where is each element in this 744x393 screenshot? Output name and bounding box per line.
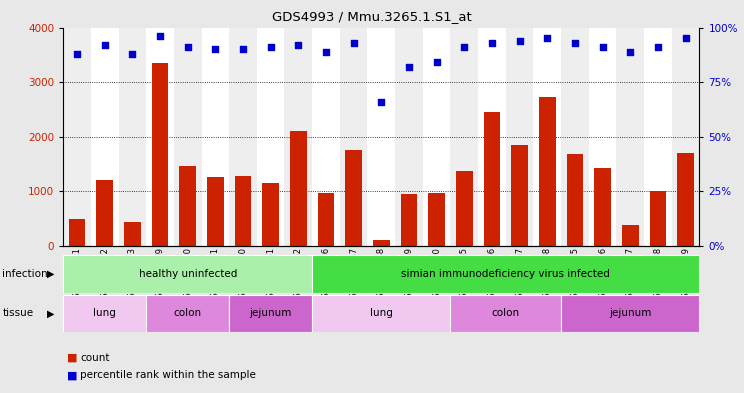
Point bbox=[71, 51, 83, 57]
Text: infection: infection bbox=[2, 269, 48, 279]
Point bbox=[126, 51, 138, 57]
Text: lung: lung bbox=[370, 309, 393, 318]
Bar bbox=[456, 171, 472, 246]
Text: percentile rank within the sample: percentile rank within the sample bbox=[80, 370, 256, 380]
Text: ▶: ▶ bbox=[47, 309, 54, 318]
Bar bbox=[401, 194, 417, 246]
Bar bbox=[616, 28, 644, 246]
Bar bbox=[478, 28, 506, 246]
Point bbox=[597, 44, 609, 50]
Bar bbox=[423, 28, 450, 246]
Bar bbox=[179, 166, 196, 246]
Bar bbox=[561, 295, 699, 332]
Point bbox=[624, 48, 636, 55]
Bar bbox=[118, 28, 147, 246]
Bar bbox=[672, 28, 699, 246]
Bar bbox=[63, 255, 312, 293]
Bar bbox=[152, 63, 168, 246]
Bar bbox=[207, 178, 224, 246]
Text: lung: lung bbox=[93, 309, 116, 318]
Bar bbox=[622, 225, 638, 246]
Bar bbox=[147, 295, 229, 332]
Point bbox=[542, 35, 554, 42]
Bar bbox=[63, 295, 147, 332]
Text: healthy uninfected: healthy uninfected bbox=[138, 269, 237, 279]
Bar bbox=[312, 295, 450, 332]
Point bbox=[320, 48, 332, 55]
Bar bbox=[174, 28, 202, 246]
Bar bbox=[68, 219, 86, 246]
Point bbox=[679, 35, 691, 42]
Bar bbox=[234, 176, 251, 246]
Text: simian immunodeficiency virus infected: simian immunodeficiency virus infected bbox=[401, 269, 610, 279]
Bar bbox=[484, 112, 500, 246]
Bar bbox=[539, 97, 556, 246]
Bar bbox=[450, 295, 561, 332]
Text: ■: ■ bbox=[67, 370, 77, 380]
Point bbox=[154, 33, 166, 39]
Bar bbox=[290, 131, 307, 246]
Point bbox=[431, 59, 443, 66]
Bar bbox=[561, 28, 589, 246]
Bar bbox=[91, 28, 118, 246]
Bar bbox=[63, 28, 91, 246]
Bar bbox=[511, 145, 528, 246]
Text: ■: ■ bbox=[67, 353, 77, 363]
Point bbox=[403, 64, 415, 70]
Text: count: count bbox=[80, 353, 110, 363]
Text: colon: colon bbox=[173, 309, 202, 318]
Text: colon: colon bbox=[492, 309, 520, 318]
Point bbox=[209, 46, 221, 52]
Bar bbox=[373, 240, 390, 246]
Point bbox=[486, 40, 498, 46]
Bar bbox=[312, 255, 699, 293]
Bar bbox=[263, 183, 279, 246]
Point bbox=[513, 37, 525, 44]
Point bbox=[265, 44, 277, 50]
Bar bbox=[650, 191, 666, 246]
Bar bbox=[312, 28, 340, 246]
Bar bbox=[257, 28, 284, 246]
Bar bbox=[644, 28, 672, 246]
Point bbox=[237, 46, 249, 52]
Point bbox=[376, 99, 388, 105]
Bar bbox=[368, 28, 395, 246]
Point bbox=[652, 44, 664, 50]
Text: jejunum: jejunum bbox=[249, 309, 292, 318]
Bar bbox=[97, 180, 113, 246]
Bar bbox=[395, 28, 423, 246]
Text: GDS4993 / Mmu.3265.1.S1_at: GDS4993 / Mmu.3265.1.S1_at bbox=[272, 10, 472, 23]
Bar bbox=[340, 28, 368, 246]
Bar bbox=[533, 28, 561, 246]
Point bbox=[182, 44, 193, 50]
Bar bbox=[567, 154, 583, 246]
Bar bbox=[229, 28, 257, 246]
Bar bbox=[594, 168, 611, 246]
Bar bbox=[506, 28, 533, 246]
Point bbox=[458, 44, 470, 50]
Bar bbox=[450, 28, 478, 246]
Point bbox=[292, 42, 304, 48]
Text: jejunum: jejunum bbox=[609, 309, 652, 318]
Bar bbox=[202, 28, 229, 246]
Bar bbox=[318, 193, 334, 246]
Bar bbox=[147, 28, 174, 246]
Text: ▶: ▶ bbox=[47, 269, 54, 279]
Bar bbox=[677, 153, 694, 246]
Bar bbox=[229, 295, 312, 332]
Point bbox=[347, 40, 359, 46]
Point bbox=[569, 40, 581, 46]
Bar bbox=[589, 28, 616, 246]
Bar bbox=[345, 150, 362, 246]
Text: tissue: tissue bbox=[2, 309, 33, 318]
Point bbox=[99, 42, 111, 48]
Bar bbox=[284, 28, 312, 246]
Bar bbox=[124, 222, 141, 246]
Bar bbox=[429, 193, 445, 246]
